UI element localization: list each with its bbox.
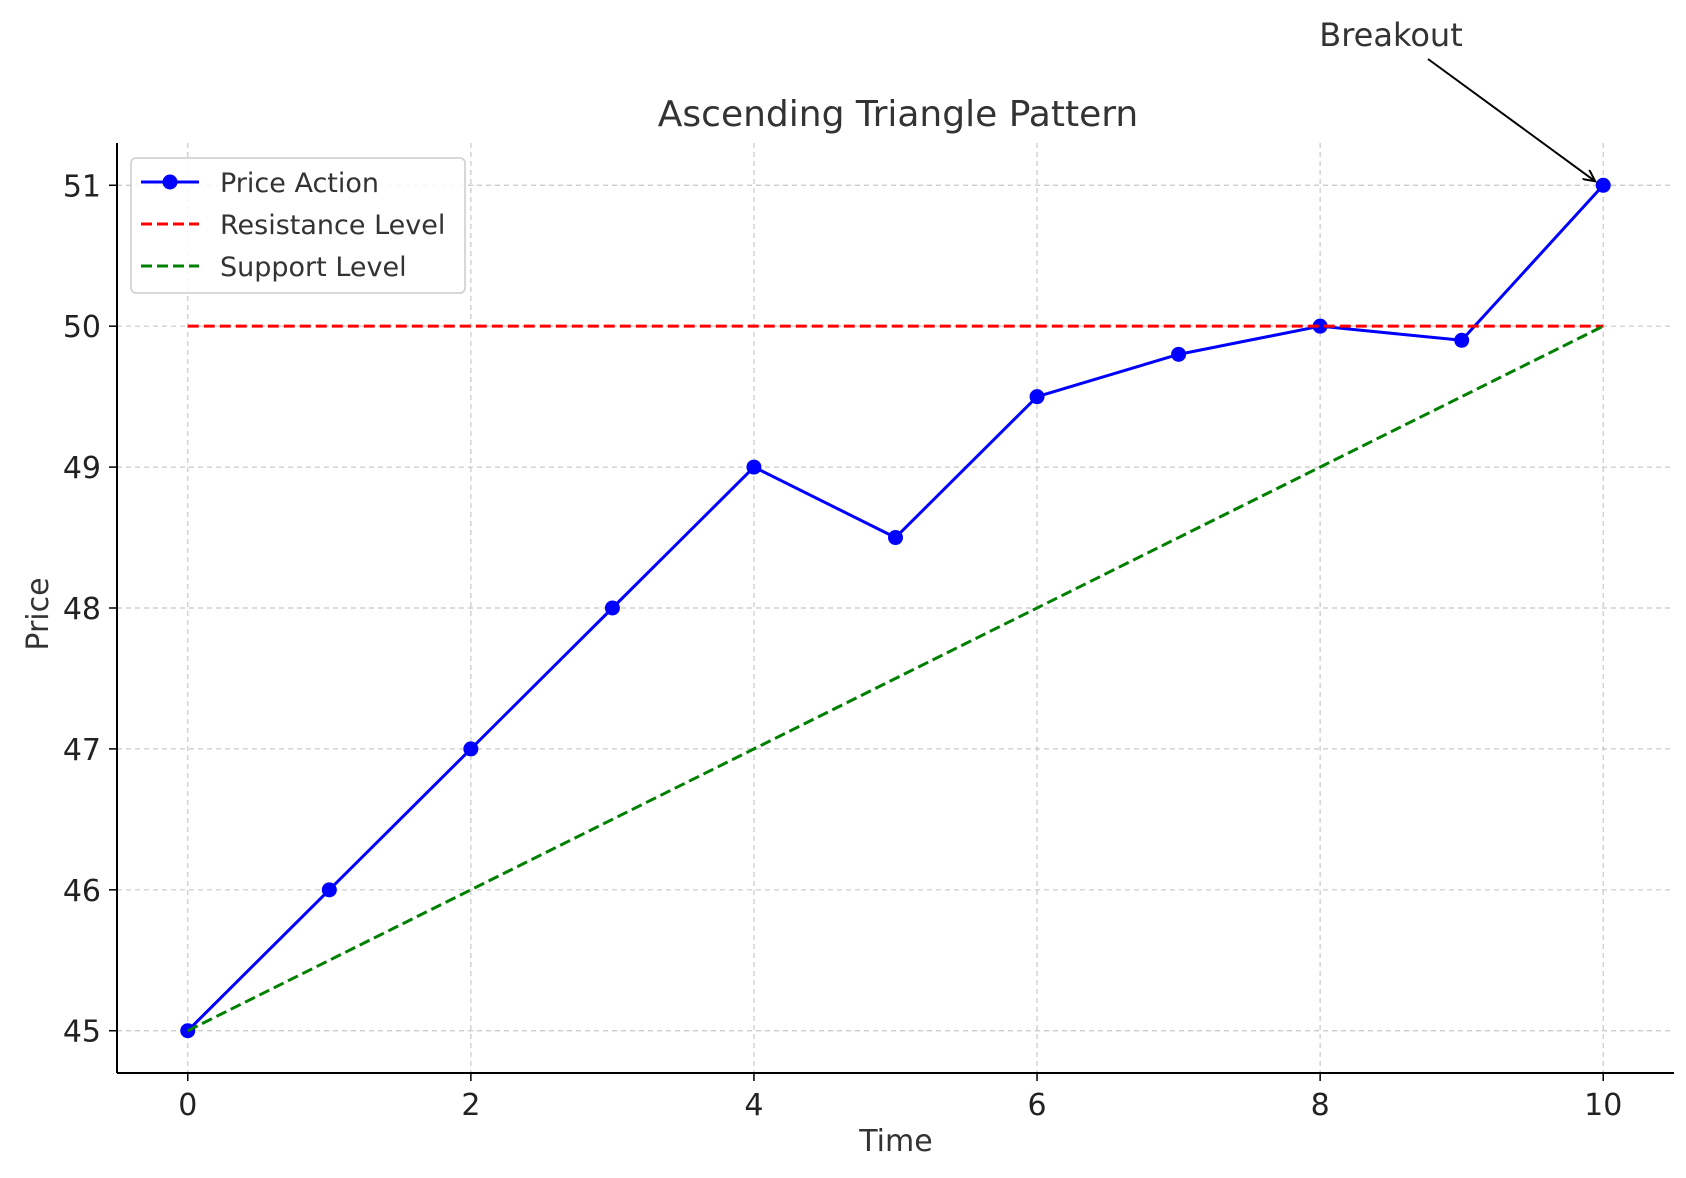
legend-label-price-action: Price Action [220,168,379,199]
legend-box [130,157,466,294]
y-tick-label: 51 [63,169,101,204]
support-level-line [187,324,1604,1033]
price-action-point [1454,332,1470,348]
x-tick-label: 10 [1584,1088,1622,1123]
price-action-point [1171,346,1187,362]
y-tick-label: 49 [63,451,101,486]
price-action-point [463,741,479,757]
x-tick-label: 0 [178,1088,197,1123]
legend-marker-price-action [162,174,178,190]
y-tick-label: 48 [63,592,101,627]
x-tick-label: 6 [1027,1088,1046,1123]
legend-label-support-level: Support Level [220,252,407,283]
x-tick-label: 4 [744,1088,763,1123]
chart-title: Ascending Triangle Pattern [658,94,1138,135]
x-tick-label: 2 [461,1088,480,1123]
price-action-point [888,530,903,546]
x-axis-label: Time [858,1124,932,1159]
annotation: Breakout [1319,16,1595,181]
legend-label-resistance-level: Resistance Level [220,210,445,241]
price-action-point [746,459,762,475]
y-tick-label: 46 [63,874,101,909]
y-tick-label: 47 [63,733,101,768]
y-axis-label: Price [21,577,56,650]
y-tick-label: 45 [63,1015,101,1050]
price-action-point [1029,389,1045,405]
price-action-point [321,882,337,898]
price-action-point [1312,318,1328,334]
y-tick-label: 50 [63,310,101,345]
annotation-arrow [1427,58,1595,181]
legend: Price Action Resistance Level Support Leve… [130,157,466,294]
grid [117,143,1674,1073]
price-action-point [1595,177,1611,193]
price-action-point [604,600,620,616]
series [180,177,1611,1039]
x-tick-label: 8 [1311,1088,1330,1123]
annotation-text: Breakout [1319,16,1463,54]
